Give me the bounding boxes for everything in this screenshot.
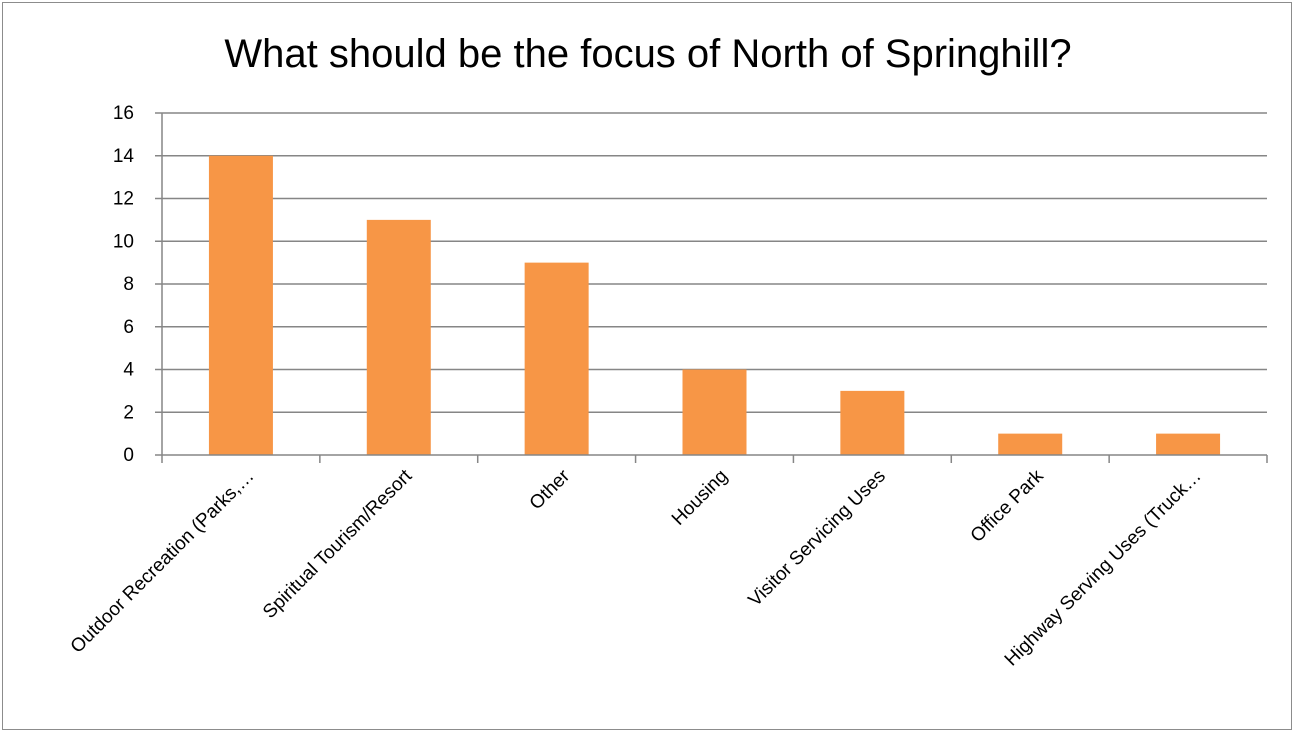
bar: [524, 262, 589, 455]
gridlines: [162, 112, 1267, 413]
x-tick-label: Spiritual Tourism/Resort: [259, 465, 417, 623]
x-tick-label: Other: [526, 465, 575, 514]
y-tick-label: 0: [123, 445, 134, 466]
x-tick-label: Housing: [668, 466, 732, 530]
bars: [208, 155, 1221, 455]
y-tick-label: 10: [113, 231, 134, 252]
x-tick-label: Visitor Servicing Uses: [745, 466, 890, 611]
x-tick-labels: Outdoor Recreation (Parks,… Spiritual Tou…: [67, 465, 1206, 670]
x-tick-label: Office Park: [967, 465, 1048, 546]
y-tick-label: 8: [123, 274, 134, 295]
y-tick-label: 4: [123, 360, 134, 381]
bar: [998, 433, 1063, 455]
bar: [1156, 433, 1221, 455]
chart-title: What should be the focus of North of Spr…: [224, 32, 1072, 76]
bar: [208, 155, 273, 455]
y-tick-labels: 0 2 4 6 8 10 12 14 16: [113, 103, 135, 466]
bar: [840, 390, 905, 455]
bar: [366, 219, 431, 455]
y-tick-label: 2: [123, 402, 134, 423]
y-tick-label: 16: [113, 103, 134, 124]
bar: [682, 369, 747, 455]
y-tick-label: 14: [113, 146, 135, 167]
x-tick-label: Outdoor Recreation (Parks,…: [67, 466, 259, 658]
y-tick-label: 12: [113, 189, 134, 210]
axes: [155, 112, 1268, 463]
y-tick-label: 6: [123, 317, 134, 338]
